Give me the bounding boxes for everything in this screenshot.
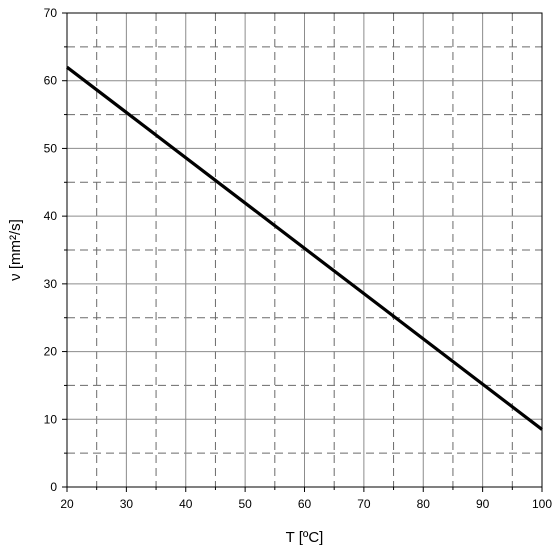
x-tick-label: 40 <box>179 497 193 511</box>
x-tick-label: 100 <box>532 497 552 511</box>
y-tick-label: 20 <box>44 345 58 359</box>
x-tick-label: 50 <box>238 497 252 511</box>
y-tick-label: 30 <box>44 277 58 291</box>
x-tick-label: 70 <box>357 497 371 511</box>
x-tick-label: 90 <box>476 497 490 511</box>
y-tick-label: 40 <box>44 209 58 223</box>
x-tick-label: 30 <box>120 497 134 511</box>
axis-ticks <box>62 12 543 492</box>
y-tick-label: 10 <box>44 412 58 426</box>
y-tick-label: 50 <box>44 141 58 155</box>
plot-frame <box>66 12 543 488</box>
tick-labels: 20 30 40 50 60 70 80 90 100 0 10 20 30 40 50 60 70 <box>44 6 553 511</box>
y-tick-label: 70 <box>44 6 58 20</box>
x-tick-label: 60 <box>298 497 312 511</box>
y-tick-label: 0 <box>50 480 57 494</box>
x-tick-label: 20 <box>60 497 74 511</box>
x-tick-label: 80 <box>417 497 431 511</box>
x-axis-label: T [ºC] <box>286 529 324 546</box>
series-line <box>66 65 543 431</box>
y-axis-label: ν [mm²/s] <box>7 219 24 281</box>
y-tick-label: 60 <box>44 74 58 88</box>
series-group <box>66 65 543 431</box>
